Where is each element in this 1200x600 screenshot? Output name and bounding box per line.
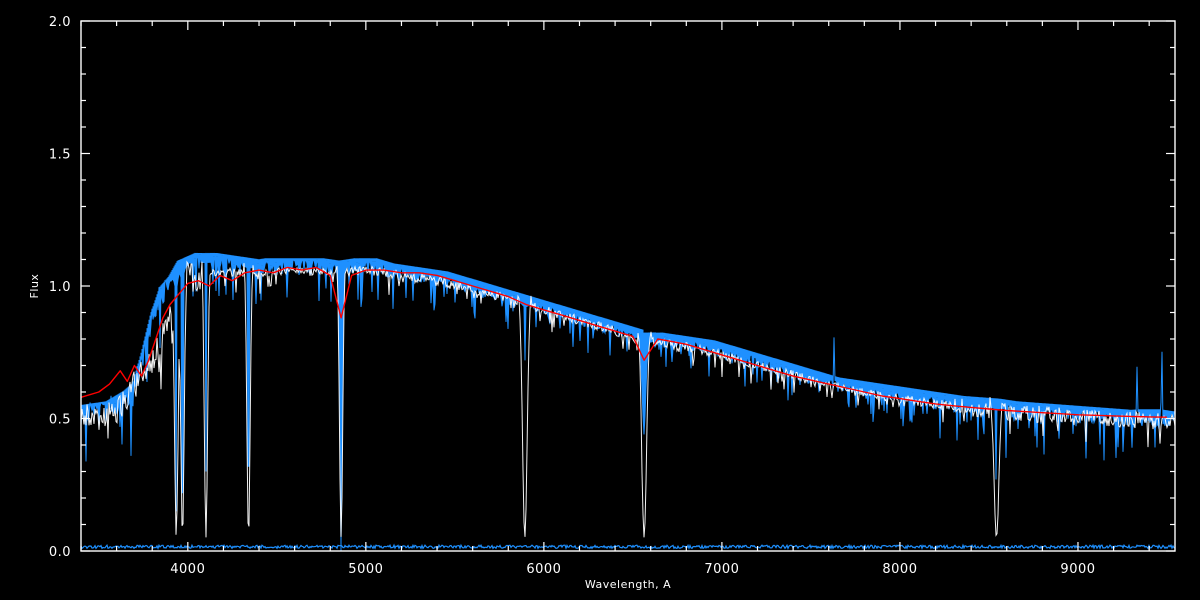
model-continuum <box>80 266 1168 418</box>
y-axis-tick-label: 0.0 <box>49 545 71 560</box>
y-axis-tick-label: 0.5 <box>49 413 71 428</box>
x-axis-tick-label: 4000 <box>170 562 205 577</box>
x-axis-tick-label: 6000 <box>526 562 561 577</box>
x-axis-title: Wavelength, A <box>585 578 671 591</box>
x-axis-tick-label: 8000 <box>882 562 917 577</box>
y-axis-title: Flux <box>28 274 41 299</box>
chart-data-layer <box>80 252 1176 552</box>
y-axis-tick-label: 1.5 <box>49 148 71 163</box>
x-axis-tick-label: 5000 <box>348 562 383 577</box>
x-axis-tick-label: 9000 <box>1060 562 1095 577</box>
observed-spectrum <box>80 252 1176 552</box>
y-axis-tick-label: 2.0 <box>49 15 71 30</box>
error-spectrum <box>80 543 1175 550</box>
chart-axes-layer: 4000 5000 6000 7000 8000 9000 0.0 0.5 1.0 1.5 2.0 <box>49 15 1176 577</box>
y-axis-tick-label: 1.0 <box>49 280 71 295</box>
x-axis-tick-label: 7000 <box>704 562 739 577</box>
